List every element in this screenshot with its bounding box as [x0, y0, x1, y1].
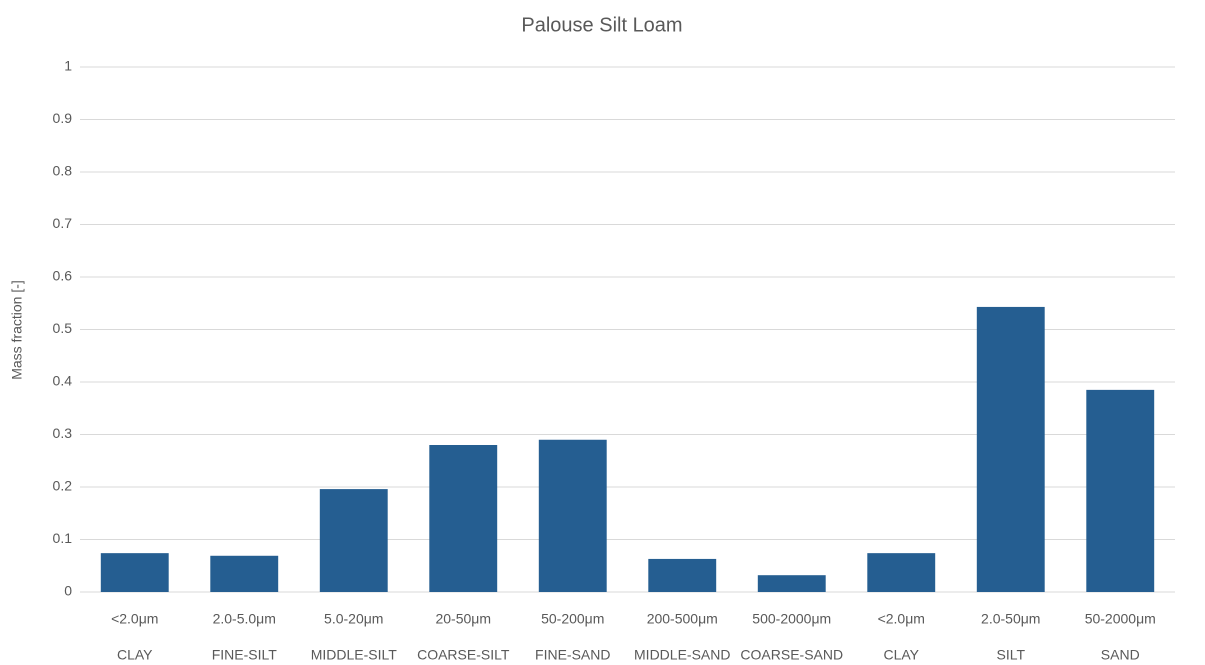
- x-group-label: SAND: [1101, 647, 1140, 663]
- y-tick-label: 0.7: [53, 215, 73, 231]
- x-group-label: FINE-SAND: [535, 647, 610, 663]
- bar: [648, 558, 717, 592]
- x-tick-label: 2.0-5.0μm: [213, 611, 276, 627]
- y-tick-label: 0.2: [53, 478, 73, 494]
- y-tick-label: 0.4: [53, 373, 73, 389]
- y-tick-label: 0.6: [53, 268, 73, 284]
- bar: [867, 553, 936, 592]
- x-tick-label: 200-500μm: [647, 611, 718, 627]
- y-tick-label: 0.1: [53, 530, 73, 546]
- x-tick-label: 500-2000μm: [752, 611, 831, 627]
- bar: [976, 306, 1045, 592]
- x-group-label: SILT: [996, 647, 1025, 663]
- bar: [319, 489, 388, 592]
- y-tick-label: 0: [64, 583, 72, 599]
- y-axis-label: Mass fraction [-]: [9, 280, 25, 380]
- bar: [100, 553, 169, 592]
- x-tick-label: 20-50μm: [435, 611, 491, 627]
- x-group-label: MIDDLE-SILT: [311, 647, 398, 663]
- y-tick-label: 0.9: [53, 110, 73, 126]
- x-tick-label: 2.0-50μm: [981, 611, 1040, 627]
- y-tick-label: 1: [64, 58, 72, 74]
- bar: [429, 445, 498, 592]
- x-group-label: COARSE-SAND: [740, 647, 843, 663]
- x-tick-label: <2.0μm: [878, 611, 925, 627]
- x-group-label: COARSE-SILT: [417, 647, 510, 663]
- x-tick-label: 50-200μm: [541, 611, 604, 627]
- x-tick-label: <2.0μm: [111, 611, 158, 627]
- x-group-label: CLAY: [883, 647, 919, 663]
- bar: [757, 575, 826, 592]
- x-tick-label: 50-2000μm: [1085, 611, 1156, 627]
- y-tick-label: 0.5: [53, 320, 73, 336]
- chart-title: Palouse Silt Loam: [521, 14, 682, 36]
- y-tick-label: 0.8: [53, 163, 73, 179]
- x-group-label: CLAY: [117, 647, 153, 663]
- y-tick-label: 0.3: [53, 425, 73, 441]
- bar: [210, 555, 279, 592]
- bar: [538, 439, 607, 592]
- x-group-label: MIDDLE-SAND: [634, 647, 730, 663]
- x-group-label: FINE-SILT: [212, 647, 278, 663]
- x-tick-label: 5.0-20μm: [324, 611, 383, 627]
- bar: [1086, 389, 1155, 592]
